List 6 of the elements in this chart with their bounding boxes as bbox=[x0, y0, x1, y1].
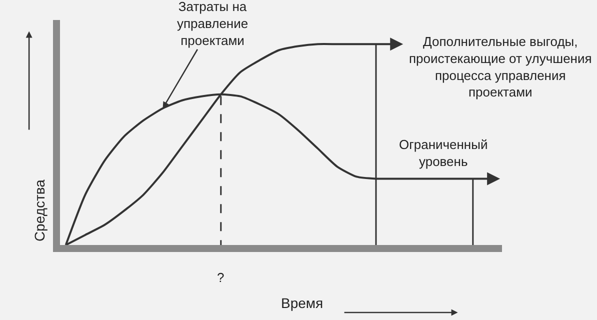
text: Затраты на управление проектами bbox=[177, 0, 248, 48]
text: ? bbox=[217, 270, 224, 285]
x-axis-title: Время bbox=[281, 295, 324, 311]
series-label: Дополнительные выгоды, проистекающие от улучшения процесса управления проектами bbox=[409, 34, 592, 100]
y-axis-title: Средства bbox=[32, 179, 48, 242]
annotation: Ограниченный уровень bbox=[399, 137, 488, 169]
